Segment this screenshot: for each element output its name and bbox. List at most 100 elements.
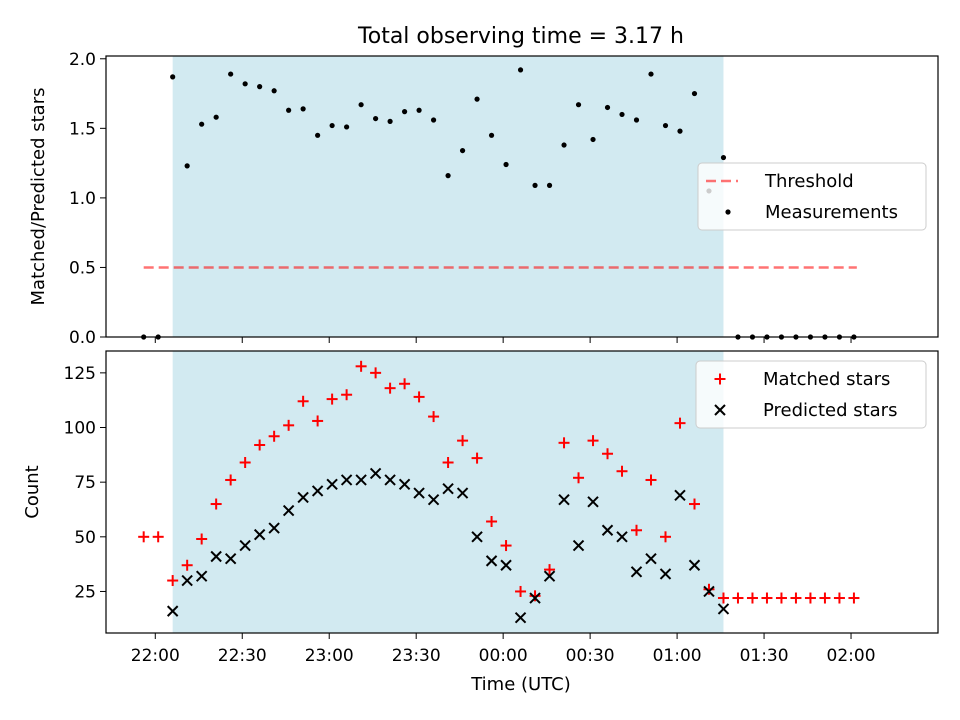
matched-star-point [370,367,382,379]
measurement-point [315,132,321,138]
series-predicted-stars [166,467,730,624]
matched-star-point [703,583,715,595]
y-axis-label: Count [22,465,43,518]
matched-star-point [515,585,527,597]
matched-star-point [268,430,280,442]
matched-star-point [181,559,193,571]
measurement-point [474,96,480,102]
predicted-star-stroke-b [471,531,483,543]
matched-star-point [717,592,729,604]
matched-star-point [775,592,787,604]
matched-star-point [616,465,628,477]
predicted-star-point [282,504,295,517]
predicted-star-point [500,559,512,571]
predicted-star-point [384,474,396,486]
matched-star-point [746,592,758,604]
predicted-star-point [703,585,715,598]
predicted-star-stroke-b [659,568,672,580]
x-tick-label: 01:00 [653,646,702,666]
measurement-point [228,71,234,77]
predicted-star-stroke-b [369,467,382,480]
matched-star-point [152,531,164,543]
top-panel: 0.0 0.5 1.0 1.5 2.0 Matched/Predicted stars Th… [28,50,939,348]
matched-star-point [674,417,686,429]
legend-label: Predicted stars [763,400,897,421]
observing-window-shade [172,351,724,633]
measurement-point [590,136,596,143]
predicted-star-stroke-b [398,478,411,491]
predicted-star-stroke-b [326,478,338,491]
predicted-star-point [398,478,411,491]
predicted-star-stroke-b [239,539,251,552]
predicted-star-point [268,522,280,534]
predicted-star-point [326,478,338,491]
x-tick-label: 00:00 [479,646,528,666]
matched-star-point [210,498,222,510]
predicted-star-stroke-b [674,489,686,501]
x-tick-label: 23:00 [305,646,354,666]
matched-star-point [254,439,266,451]
y-tick-label: 0.5 [69,258,96,278]
bottom-panel: 25 50 75 100 125 Count Matched stars Predicted … [22,350,939,639]
legend-box [695,360,927,429]
predicted-star-point [514,611,527,624]
predicted-star-stroke-b [500,559,512,571]
matched-star-point [848,592,860,604]
matched-star-point [688,498,700,510]
matched-star-point [602,448,614,460]
predicted-star-point [413,487,425,499]
measurement-point [184,163,190,169]
predicted-star-point [630,566,643,578]
measurement-point [387,118,393,124]
legend: Threshold Measurements [697,162,927,231]
matched-star-point [631,524,643,536]
measurement-point [242,81,248,87]
measurement-point [691,90,698,97]
matched-star-point [297,395,309,407]
predicted-star-stroke-b [587,496,599,508]
predicted-star-point [253,528,266,541]
predicted-star-stroke-b [703,585,715,598]
legend-label: Measurements [765,202,898,223]
matched-star-point [384,382,396,394]
measurement-point [662,122,669,129]
matched-star-point [341,389,353,401]
predicted-star-point [485,555,498,567]
matched-star-point [428,411,440,423]
predicted-star-stroke-b [224,552,237,565]
predicted-star-point [674,489,686,501]
predicted-star-stroke-b [282,504,295,517]
measurement-point [633,117,640,123]
measurement-point [459,147,466,154]
axes-frame [105,55,939,338]
legend: Matched stars Predicted stars [695,360,927,429]
measurement-point [720,154,727,161]
x-axis: 22:00 22:30 23:00 23:30 00:00 00:30 01:00 01:30… [131,646,876,666]
y-tick-label: 125 [64,364,96,384]
predicted-star-point [239,539,251,552]
legend-label: Threshold [764,171,854,192]
axes-frame [105,350,939,634]
measurement-point [648,71,654,77]
matched-star-point [529,590,541,602]
predicted-star-stroke-b [572,539,585,552]
predicted-star-stroke-b [268,522,280,534]
predicted-star-point [224,552,237,565]
x-tick-label: 01:30 [740,646,789,666]
matched-star-point [761,592,773,604]
y-tick-label: 1.5 [69,119,96,139]
matched-star-point [790,592,802,604]
predicted-star-point [645,552,657,565]
predicted-star-stroke-b [181,574,193,587]
predicted-star-stroke-b [253,528,266,541]
predicted-star-point [587,496,599,508]
predicted-star-stroke-b [485,555,498,567]
matched-star-point [486,516,498,528]
measurement-point [329,122,335,129]
measurement-point [199,121,205,127]
measurement-point [213,114,219,120]
predicted-star-point [427,493,440,506]
y-tick-label: 100 [64,419,96,439]
predicted-star-stroke-b [514,611,527,624]
x-axis-label: Time (UTC) [470,674,571,695]
